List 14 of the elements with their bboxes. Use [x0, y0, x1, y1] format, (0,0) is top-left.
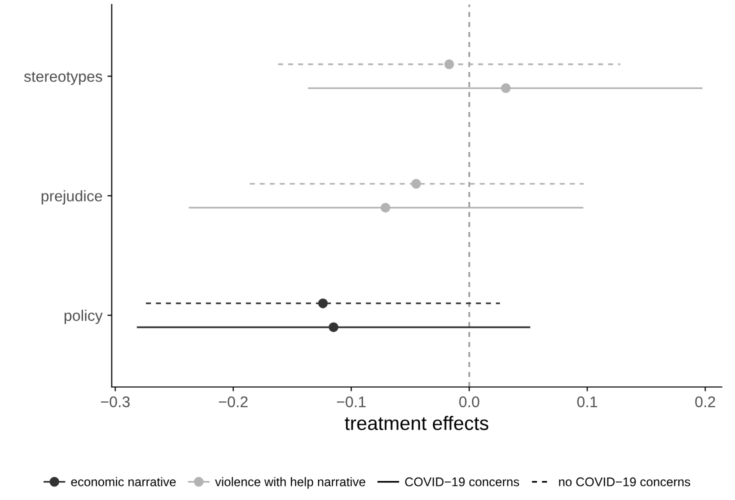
y-tick-label: policy — [64, 310, 103, 324]
y-tick-label: stereotypes — [24, 72, 102, 85]
x-tick-label: −0.2 — [218, 396, 248, 408]
y-tick-label: prejudice — [42, 190, 102, 204]
legend-label: economic narrative — [71, 477, 176, 486]
x-tick-label: 0.1 — [577, 396, 598, 408]
x-tick-label: 0.0 — [459, 396, 480, 408]
x-axis-title: treatment effects — [344, 416, 488, 430]
legend-label: violence with help narrative — [215, 477, 366, 489]
x-tick-label: −0.1 — [336, 396, 366, 408]
x-tick-label: 0.2 — [695, 396, 716, 408]
legend-label: COVID−19 concerns — [405, 477, 520, 486]
x-tick-label: −0.3 — [100, 396, 130, 408]
legend-label: no COVID−19 concerns — [559, 477, 690, 486]
